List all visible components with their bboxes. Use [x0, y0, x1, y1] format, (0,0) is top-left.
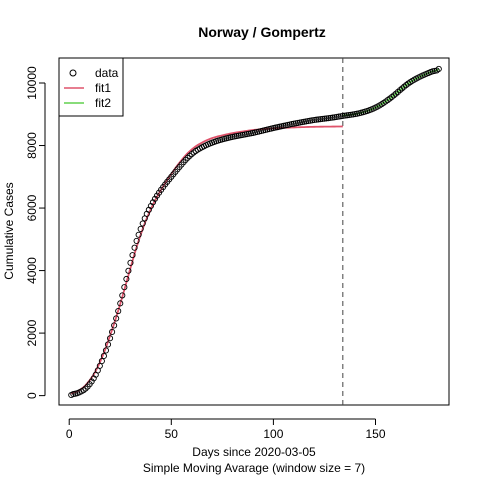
data-point [111, 322, 118, 329]
data-point [313, 116, 320, 123]
y-tick-label: 10000 [25, 66, 39, 100]
data-point [139, 220, 146, 227]
data-point [345, 112, 353, 119]
y-axis-label: Cumulative Cases [2, 182, 16, 279]
legend-box [58, 57, 124, 117]
data-point [392, 90, 399, 97]
x-tick-label: 150 [365, 427, 385, 441]
data-point [129, 252, 136, 259]
data-point [319, 115, 326, 122]
legend-fit2-label: fit2 [95, 96, 111, 110]
data-point [184, 154, 191, 161]
y-tick-label: 0 [25, 392, 39, 399]
data-point [186, 152, 193, 159]
data-point [113, 315, 120, 322]
data-point [435, 65, 442, 72]
data-point [311, 116, 318, 124]
data-point [115, 307, 122, 315]
data-point [107, 335, 114, 342]
data-point [137, 225, 144, 232]
data-point [327, 114, 334, 121]
x-axis-label: Days since 2020-03-05 [192, 445, 316, 459]
legend: data fit1 fit2 [58, 57, 124, 117]
data-point [82, 385, 89, 392]
data-point [135, 231, 142, 238]
data-point [339, 112, 346, 119]
data-point [88, 378, 95, 385]
data-point [182, 156, 189, 164]
plot-frame [58, 57, 450, 406]
data-point [331, 114, 338, 121]
data-point [119, 292, 126, 299]
legend-data-label: data [95, 66, 119, 80]
data-point [98, 358, 105, 365]
data-point [151, 195, 159, 202]
data-point [321, 115, 328, 122]
data-point [309, 117, 316, 124]
data-point [341, 112, 348, 119]
x-tick-label: 0 [66, 427, 73, 441]
x-tick-label: 100 [263, 427, 283, 441]
y-axis: 0 2000 4000 6000 8000 10000 [25, 66, 46, 399]
data-point [323, 115, 330, 122]
data-point [317, 116, 324, 123]
data-point [125, 267, 132, 274]
data-point [131, 244, 138, 251]
data-point [127, 259, 134, 266]
data-point [109, 328, 116, 335]
data-point [100, 352, 107, 360]
data-point [104, 341, 112, 348]
x-axis: 0 50 100 150 [66, 418, 386, 441]
y-tick-label: 8000 [25, 132, 39, 159]
x-tick-label: 50 [165, 427, 179, 441]
data-point [123, 275, 130, 283]
data-point [335, 113, 342, 120]
data-point [329, 114, 336, 121]
data-point [325, 115, 332, 122]
data-point [347, 111, 355, 118]
plot-marks [68, 58, 442, 405]
y-tick-label: 6000 [25, 194, 39, 221]
data-point [102, 347, 110, 354]
data-point [133, 237, 140, 244]
legend-data-symbol [69, 69, 77, 77]
y-tick-label: 4000 [25, 257, 39, 284]
data-point [343, 112, 350, 119]
legend-fit1-label: fit1 [95, 81, 111, 95]
y-tick-label: 2000 [25, 319, 39, 346]
x-axis-sublabel: Simple Moving Avarage (window size = 7) [143, 461, 365, 475]
data-point [117, 300, 124, 307]
data-point [315, 116, 322, 123]
chart-title: Norway / Gompertz [198, 24, 326, 40]
data-point [121, 284, 128, 291]
data-point [394, 88, 402, 95]
